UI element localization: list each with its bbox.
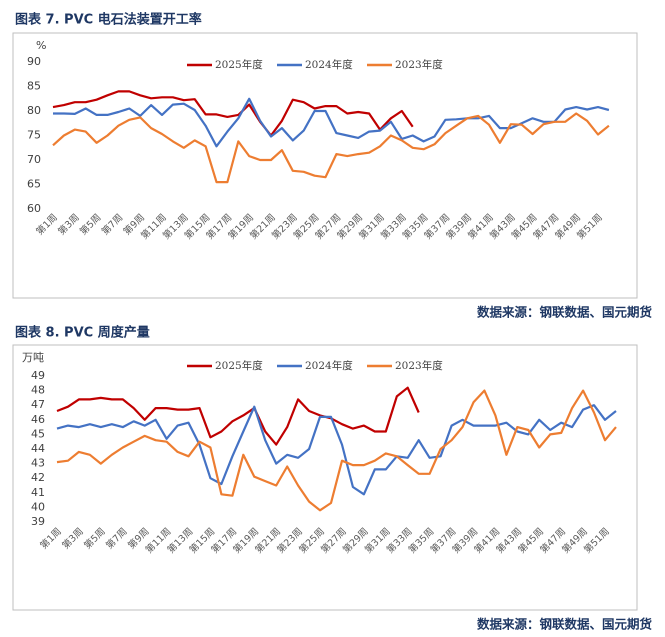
y-tick-label: 49 (31, 369, 45, 382)
figure-source: 数据来源：钢联数据、国元期货 (476, 305, 653, 320)
y-tick-label: 43 (31, 457, 45, 470)
figure-caption: 图表 8. PVC 周度产量 (15, 325, 150, 341)
y-tick-label: 45 (31, 427, 45, 440)
y-tick-label: 60 (27, 202, 41, 215)
chart-frame (12, 32, 638, 299)
series-line (52, 90, 414, 137)
y-tick-label: 44 (31, 442, 45, 455)
x-tick-label: 第7周 (103, 525, 129, 551)
series-line (52, 112, 610, 184)
y-tick-label: 39 (31, 515, 45, 528)
legend-label: 2025年度 (215, 58, 263, 71)
x-tick-label: 第5周 (77, 211, 103, 237)
figure-caption: 图表 7. PVC 电石法装置开工率 (15, 12, 202, 28)
y-tick-label: 70 (27, 153, 41, 166)
y-tick-label: 90 (27, 55, 41, 68)
y-tick-label: 65 (27, 178, 41, 191)
y-tick-label: 80 (27, 104, 41, 117)
x-tick-label: 第1周 (38, 525, 64, 551)
y-tick-label: 41 (31, 486, 45, 499)
legend-label: 2024年度 (305, 58, 353, 71)
series-line (56, 386, 420, 446)
y-tick-label: 85 (27, 80, 41, 93)
legend-label: 2025年度 (215, 359, 263, 372)
series-line (56, 389, 617, 512)
legend-label: 2024年度 (305, 359, 353, 372)
y-tick-label: 48 (31, 384, 45, 397)
y-tick-label: 46 (31, 413, 45, 426)
series-line (56, 404, 617, 496)
x-tick-label: 第7周 (99, 211, 125, 237)
x-tick-label: 第3周 (55, 211, 81, 237)
x-tick-label: 第1周 (34, 211, 60, 237)
figure-source: 数据来源：钢联数据、国元期货 (476, 617, 653, 632)
legend-label: 2023年度 (395, 359, 443, 372)
x-tick-label: 第5周 (82, 525, 108, 551)
x-tick-label: 第3周 (60, 525, 86, 551)
y-tick-label: 47 (31, 398, 45, 411)
y-tick-label: 42 (31, 471, 45, 484)
y-axis-unit: % (36, 39, 46, 52)
chart-frame (12, 344, 638, 611)
y-axis-unit: 万吨 (22, 351, 44, 364)
legend-label: 2023年度 (395, 58, 443, 71)
y-tick-label: 75 (27, 129, 41, 142)
series-line (53, 97, 610, 148)
y-tick-label: 40 (31, 500, 45, 513)
